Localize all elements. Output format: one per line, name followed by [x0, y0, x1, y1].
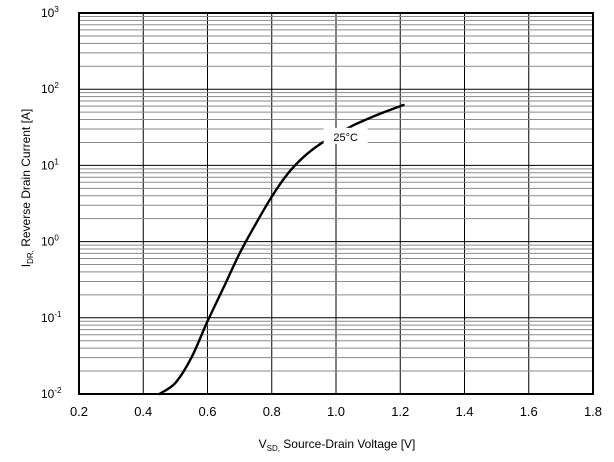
y-tick-exponent: 3: [54, 5, 59, 14]
x-tick-label: 1.2: [391, 404, 409, 419]
x-tick-label: 1.0: [327, 404, 345, 419]
series-layer: [158, 103, 405, 396]
y-tick-exponent: -1: [54, 310, 62, 319]
x-tick-label: 0.4: [134, 404, 152, 419]
annotation-label: 25°C: [333, 132, 358, 144]
y-tick-base: 10: [41, 6, 55, 20]
grid-layer: [78, 12, 594, 395]
y-tick-label: 101: [41, 157, 59, 172]
y-tick-label: 100: [41, 234, 59, 249]
series-line: [158, 103, 405, 396]
y-tick-base: 10: [41, 311, 55, 325]
x-tick-label: 1.4: [455, 404, 473, 419]
x-tick-label: 0.6: [198, 404, 216, 419]
plot-frame: [78, 12, 594, 395]
x-tick-label: 1.8: [584, 404, 602, 419]
y-tick-exponent: 2: [54, 81, 59, 90]
y-tick-base: 10: [41, 235, 55, 249]
x-axis-text: Source-Drain Voltage [V]: [280, 437, 415, 451]
y-tick-label: 103: [41, 5, 59, 20]
annotation-background: [323, 127, 368, 144]
x-axis-label: VSD, Source-Drain Voltage [V]: [259, 437, 416, 453]
x-tick-labels: 0.2 0.4 0.6 0.8 1.0 1.2 1.4 1.6 1.8: [70, 404, 602, 419]
annotation-layer: 25°C: [323, 127, 368, 144]
y-axis-symbol: I: [19, 264, 33, 267]
y-axis-subscript: DR,: [26, 250, 35, 264]
x-axis-subscript: SD,: [267, 444, 280, 453]
x-axis-symbol: V: [259, 437, 267, 451]
y-tick-exponent: -2: [54, 386, 62, 395]
x-tick-label: 1.6: [520, 404, 538, 419]
y-tick-exponent: 1: [54, 157, 59, 166]
x-tick-label: 0.8: [263, 404, 281, 419]
y-tick-label: 10-1: [41, 310, 62, 325]
y-tick-base: 10: [41, 82, 55, 96]
y-axis-label: IDR, Reverse Drain Current [A]: [19, 109, 35, 268]
y-axis-text: Reverse Drain Current [A]: [19, 109, 33, 250]
x-tick-label: 0.2: [70, 404, 88, 419]
y-tick-label: 102: [41, 81, 59, 96]
y-tick-exponent: 0: [54, 234, 59, 243]
y-tick-base: 10: [41, 158, 55, 172]
y-tick-base: 10: [41, 387, 55, 401]
y-tick-label: 10-2: [41, 386, 62, 401]
